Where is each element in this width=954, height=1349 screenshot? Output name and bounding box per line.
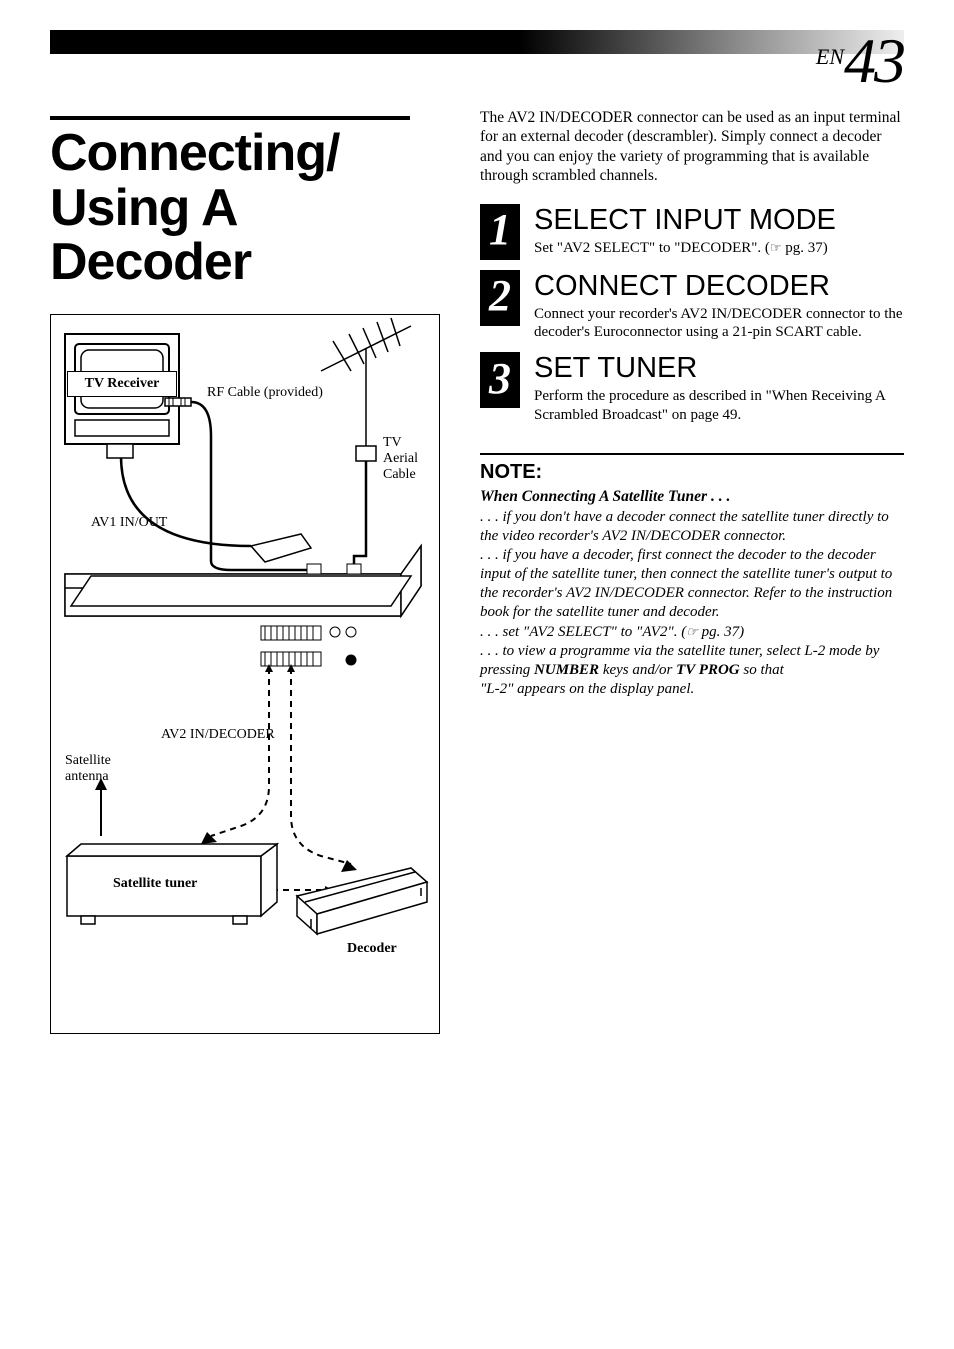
page-title: Connecting/Using ADecoder [50, 126, 450, 290]
note-line-2: . . . if you have a decoder, first conne… [480, 547, 892, 621]
step-2-text: Connect your recorder's AV2 IN/DECODER c… [534, 305, 904, 343]
note-line-5: "L-2" appears on the display panel. [480, 681, 694, 697]
note-line-3-pre: . . . set "AV2 SELECT" to "AV2". ( [480, 624, 686, 640]
step-3-number: 3 [480, 352, 520, 408]
step-2-number: 2 [480, 270, 520, 326]
step-1-text-post: pg. 37) [782, 240, 828, 256]
diagram-label-tv-aerial: TV Aerial Cable [383, 435, 418, 483]
page-ref-icon: ☞ [686, 624, 698, 641]
step-3-text: Perform the procedure as described in "W… [534, 387, 904, 425]
note-rule [480, 453, 904, 455]
step-1-text-pre: Set "AV2 SELECT" to "DECODER". ( [534, 240, 770, 256]
note-body: . . . if you don't have a decoder connec… [480, 508, 904, 700]
note-line-4-b2: TV PROG [676, 662, 739, 678]
diagram-label-sat-tuner: Satellite tuner [113, 876, 197, 892]
step-1-text: Set "AV2 SELECT" to "DECODER". (☞ pg. 37… [534, 239, 904, 258]
page-number-area: EN43 [50, 24, 904, 98]
diagram-label-decoder: Decoder [347, 941, 397, 957]
diagram-label-tv-receiver: TV Receiver [67, 371, 177, 397]
diagram-label-av1: AV1 IN/OUT [91, 515, 167, 531]
diagram-label-rf-cable: RF Cable (provided) [207, 385, 323, 401]
page-number: 43 [844, 25, 904, 96]
diagram-label-sat-antenna: Satellite antenna [65, 753, 111, 785]
step-1-title: SELECT INPUT MODE [534, 204, 904, 237]
step-1: 1 SELECT INPUT MODE Set "AV2 SELECT" to … [480, 204, 904, 260]
step-3-title: SET TUNER [534, 352, 904, 385]
step-2-title: CONNECT DECODER [534, 270, 904, 303]
note-line-4-post: so that [740, 662, 784, 678]
note-line-3-post: pg. 37) [698, 624, 744, 640]
title-rule [50, 116, 410, 120]
left-column: Connecting/Using ADecoder [50, 108, 450, 1034]
step-2: 2 CONNECT DECODER Connect your recorder'… [480, 270, 904, 343]
note-line-1: . . . if you don't have a decoder connec… [480, 509, 889, 544]
note-line-4-mid: keys and/or [599, 662, 676, 678]
connection-diagram: TV Receiver RF Cable (provided) TV Aeria… [50, 314, 440, 1034]
page-ref-icon: ☞ [770, 240, 782, 256]
diagram-svg [51, 315, 439, 1033]
note-heading: NOTE: [480, 461, 904, 484]
diagram-label-av2: AV2 IN/DECODER [161, 727, 275, 743]
note-subheading: When Connecting A Satellite Tuner . . . [480, 488, 904, 506]
note-line-4-b1: NUMBER [534, 662, 599, 678]
step-3: 3 SET TUNER Perform the procedure as des… [480, 352, 904, 425]
intro-paragraph: The AV2 IN/DECODER connector can be used… [480, 108, 904, 186]
page-lang-prefix: EN [816, 44, 844, 69]
step-1-number: 1 [480, 204, 520, 260]
right-column: The AV2 IN/DECODER connector can be used… [480, 108, 904, 1034]
